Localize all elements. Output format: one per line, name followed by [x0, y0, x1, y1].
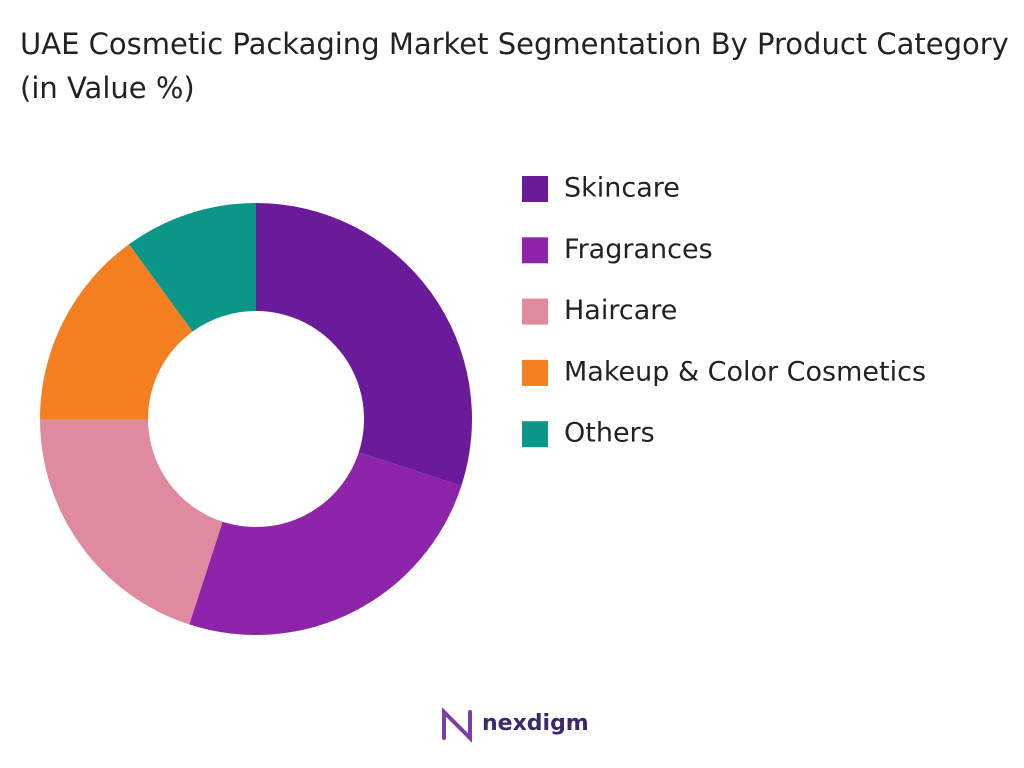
legend-swatch — [522, 359, 548, 386]
legend-label: Others — [564, 418, 655, 449]
legend-label: Haircare — [564, 295, 677, 326]
logo-icon — [442, 707, 472, 743]
legend-label: Fragrances — [564, 234, 713, 265]
legend-swatch — [522, 421, 548, 448]
donut-slice — [189, 452, 462, 636]
brand: nexdigm — [482, 711, 589, 736]
legend-swatch — [522, 298, 548, 325]
donut-slice — [40, 419, 223, 625]
donut-slice — [129, 203, 256, 332]
legend-swatch — [522, 176, 548, 202]
legend-label: Makeup & Color Cosmetics — [564, 356, 926, 387]
legend-label: Skincare — [564, 173, 680, 204]
legend-swatch — [522, 237, 548, 264]
logo: nexdigm — [442, 707, 589, 743]
donut-slice — [256, 203, 473, 486]
chart-title: UAE Cosmetic Packaging Market Segmentati… — [20, 27, 1009, 105]
donut-slice — [40, 244, 193, 419]
